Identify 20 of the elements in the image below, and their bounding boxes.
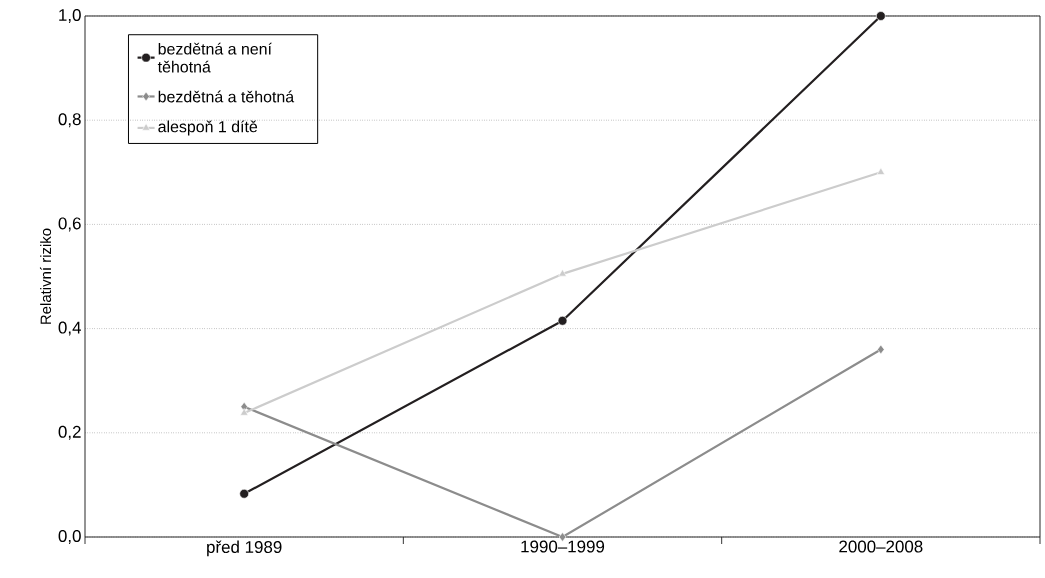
point: [876, 167, 886, 175]
point: [558, 269, 567, 277]
legend-label: alespoň 1 dítě: [158, 120, 258, 136]
y-tick-label: 0,2: [58, 425, 81, 440]
legend-label: bezdětná a těhotná: [158, 90, 295, 103]
y-tick-label: 0,0: [58, 530, 81, 544]
x-tick-label: 2000–2008: [839, 540, 923, 553]
y-tick-label: 1,0: [59, 8, 81, 23]
y-tick-label: 0,8: [58, 113, 81, 128]
y-axis-title: Relativní riziko: [39, 228, 52, 324]
y-tick-label: 0,4: [58, 321, 81, 336]
legend-label: bezdětná a není těhotná: [157, 42, 272, 73]
x-tick-label: před 1989: [207, 540, 282, 557]
x-tick-label: 1990–1999: [521, 540, 605, 553]
point: [876, 11, 886, 21]
point: [877, 344, 885, 355]
point: [239, 408, 249, 416]
point: [239, 488, 249, 499]
y-tick-label: 0,6: [58, 217, 81, 232]
point: [557, 316, 568, 326]
